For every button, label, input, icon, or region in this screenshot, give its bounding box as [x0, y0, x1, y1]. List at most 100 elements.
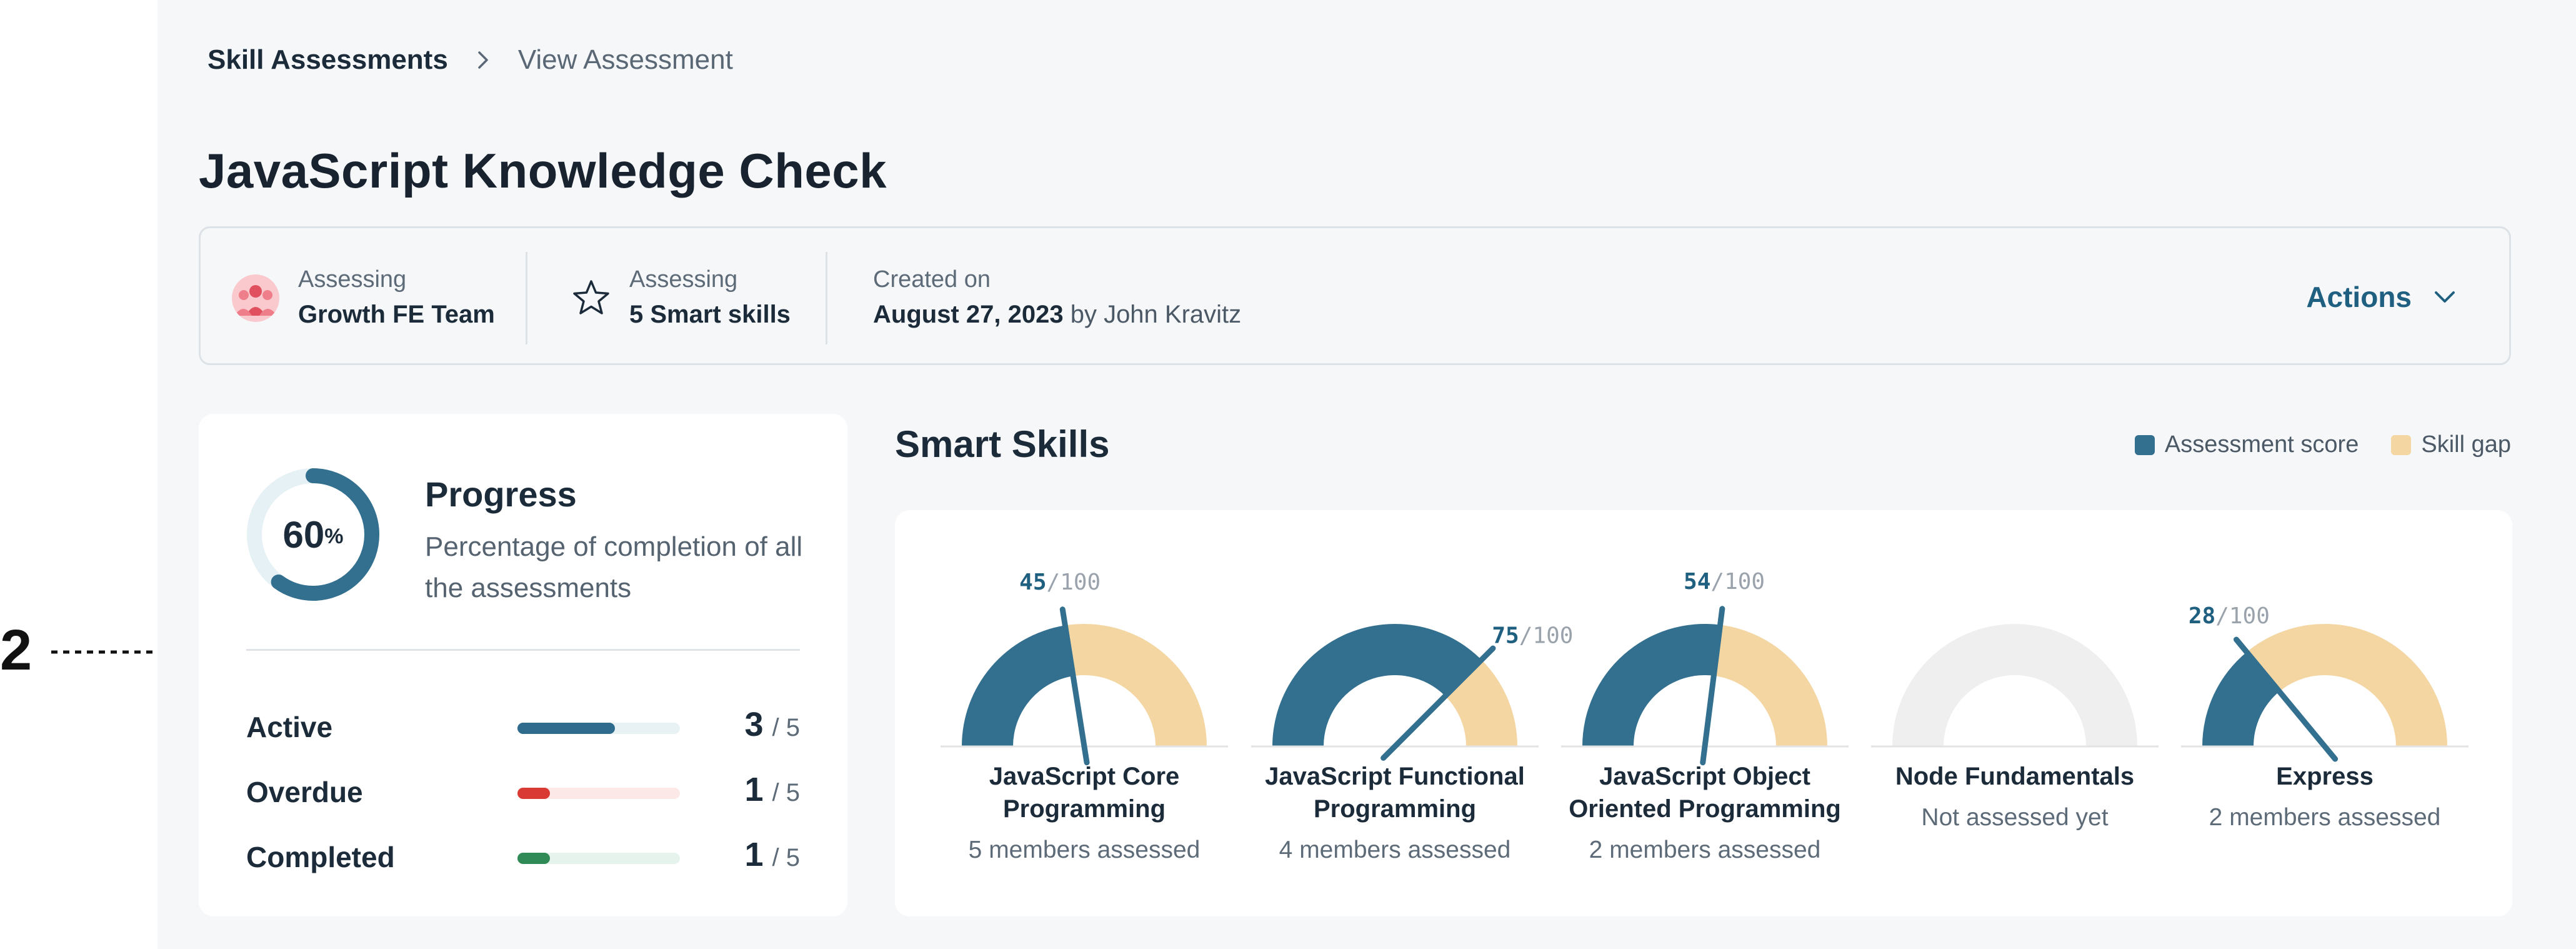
gauge-score-value: 45 [1019, 570, 1046, 595]
breadcrumb-skill-assessments[interactable]: Skill Assessments [207, 44, 448, 75]
gauge-subtitle: 4 members assessed [1279, 836, 1511, 863]
stat-bar [517, 853, 680, 864]
gauge-score-max: /100 [1710, 569, 1765, 595]
smart-skills-card: 45/100 JavaScript Core Programming 5 mem… [895, 510, 2512, 916]
gauge-skill-name: Express [2276, 763, 2374, 790]
legend-swatch [2134, 434, 2155, 455]
gauge-score-arc [1272, 624, 1482, 746]
stat-total: / 5 [772, 714, 800, 741]
gauge-score-arc [962, 625, 1074, 746]
info-team-label: Assessing [298, 266, 407, 293]
info-created-date: August 27, 2023 [873, 301, 1064, 328]
stat-count: 1 [744, 771, 764, 808]
progress-card: 60 % Progress Percentage of completion o… [199, 414, 847, 916]
gauge-javascript-functional[interactable]: 75/100 JavaScript Functional Programming… [1251, 510, 1573, 916]
progress-description: Percentage of completion of all the asse… [425, 531, 803, 603]
legend-item-assessment-score: Assessment score [2134, 431, 2359, 458]
stat-label: Completed [246, 841, 395, 873]
stat-row-completed: Completed 1 / 5 [246, 835, 800, 879]
gauge-needle [1059, 606, 1090, 766]
star-icon [573, 280, 609, 314]
info-created: Created on August 27, 2023 by John Kravi… [873, 261, 1241, 336]
stat-row-overdue: Overdue 1 / 5 [246, 770, 800, 814]
gauge-score-value: 54 [1684, 569, 1710, 595]
stat-label: Active [246, 711, 333, 743]
stat-count: 3 [744, 706, 764, 743]
progress-title: Progress [425, 474, 577, 514]
gauge-score-max: /100 [1047, 570, 1101, 595]
chevron-right-icon [478, 51, 488, 69]
gauge-chart: 28/100 [2181, 603, 2469, 762]
gauge-needle [1700, 606, 1725, 766]
gauge-score-label: 45/100 [1019, 570, 1101, 595]
gauge-score-arc [1582, 624, 1720, 746]
gauge-needle [1380, 645, 1496, 761]
chevron-down-icon [2435, 291, 2455, 303]
stat-label: Overdue [246, 776, 363, 808]
gauge-subtitle: 5 members assessed [968, 836, 1201, 863]
gauge-score-arc [2202, 651, 2280, 746]
gauge-chart: 45/100 [941, 570, 1228, 766]
gauge-chart: 75/100 [1251, 623, 1573, 761]
gauge-skill-name: JavaScript Functional Programming [1265, 763, 1525, 823]
info-team-value: Growth FE Team [298, 301, 495, 328]
stat-bar [517, 723, 680, 734]
gauge-javascript-oop[interactable]: 54/100 JavaScript Object Oriented Progra… [1561, 510, 1849, 916]
stat-total: / 5 [772, 844, 800, 871]
breadcrumb: Skill Assessments View Assessment [207, 39, 733, 81]
actions-button-label: Actions [2306, 281, 2412, 313]
gauge-subtitle: 2 members assessed [2209, 804, 2441, 831]
gauge-chart [1871, 624, 2159, 748]
gauge-score-value: 28 [2189, 603, 2215, 629]
info-divider [826, 252, 827, 344]
gauge-javascript-core[interactable]: 45/100 JavaScript Core Programming 5 mem… [941, 510, 1228, 916]
legend-label: Assessment score [2164, 431, 2359, 458]
gauge-gap-arc [2247, 624, 2447, 746]
legend-label: Skill gap [2421, 431, 2511, 458]
gauge-gap-arc [1065, 624, 1207, 746]
gauge-score-value: 75 [1492, 623, 1519, 649]
gauge-skill-name: JavaScript Object Oriented Programming [1569, 763, 1841, 823]
stat-count: 1 [744, 836, 764, 873]
info-team: Assessing Growth FE Team [232, 261, 495, 336]
gauge-score-label: 54/100 [1684, 569, 1765, 595]
stat-bar [517, 788, 680, 799]
gauge-needle [2233, 636, 2339, 762]
info-skills: Assessing 5 Smart skills [569, 261, 791, 336]
progress-percent-sign: % [324, 524, 344, 548]
progress-percent: 60 [282, 513, 325, 556]
stat-total: / 5 [772, 779, 800, 806]
stat-bar-fill [517, 853, 550, 864]
gauge-subtitle: 2 members assessed [1589, 836, 1821, 863]
info-skills-value: 5 Smart skills [629, 301, 791, 328]
actions-button[interactable]: Actions [2306, 278, 2459, 316]
gauge-score-max: /100 [2215, 603, 2270, 629]
gauge-gap-arc [1714, 625, 1827, 746]
smart-skills-title: Smart Skills [895, 423, 1110, 465]
gauge-node-fundamentals[interactable]: Node Fundamentals Not assessed yet [1871, 510, 2159, 916]
gauge-skill-name: Node Fundamentals [1895, 763, 2135, 790]
stat-bar-fill [517, 723, 615, 734]
gauge-score-label: 28/100 [2189, 603, 2270, 629]
breadcrumb-view-assessment: View Assessment [517, 44, 733, 75]
gauge-express[interactable]: 28/100 Express 2 members assessed [2181, 510, 2469, 916]
stat-bar-fill [517, 788, 550, 799]
assessment-info-bar: Assessing Growth FE Team Assessing 5 Sma… [199, 226, 2511, 365]
annotation-number: 2 [0, 618, 32, 682]
info-created-by: by John Kravitz [1070, 301, 1242, 328]
gauge-subtitle: Not assessed yet [1921, 804, 2109, 831]
progress-divider [246, 649, 800, 651]
gauge-empty-arc [1892, 624, 2137, 746]
gauge-score-label: 75/100 [1492, 623, 1573, 649]
gauge-score-max: /100 [1519, 623, 1574, 649]
legend-item-skill-gap: Skill gap [2391, 431, 2511, 458]
gauge-chart: 54/100 [1561, 569, 1849, 766]
info-skills-label: Assessing [629, 266, 738, 293]
gauge-skill-name: JavaScript Core Programming [989, 763, 1180, 823]
chart-legend: Assessment score Skill gap [2102, 431, 2511, 458]
stat-row-active: Active 3 / 5 [246, 705, 800, 749]
page-title: JavaScript Knowledge Check [199, 143, 887, 198]
legend-swatch [2391, 434, 2412, 455]
progress-ring [247, 468, 379, 601]
team-avatar-icon [232, 274, 279, 322]
